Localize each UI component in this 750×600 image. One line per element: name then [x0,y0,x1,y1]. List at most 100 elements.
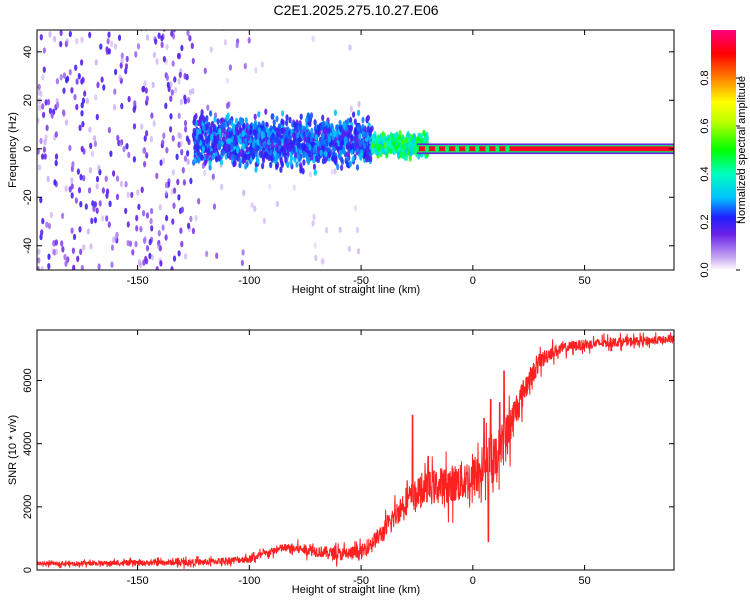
spectrogram-cell [120,102,124,110]
spectrogram-cell [79,201,83,208]
spectrogram-cell [397,152,401,159]
spectrogram-cell [346,155,350,163]
spectrogram-cell [82,175,86,182]
spectrogram-cell [177,112,181,120]
spectrogram-cell [62,72,66,79]
spectrogram-cell [40,229,44,236]
spectrogram-cell [293,132,297,139]
spectrogram-cell [205,250,209,258]
spectrogram-cell [314,254,318,262]
spectrogram-cell [299,162,303,169]
x-tick-label: -150 [127,275,149,287]
spectrogram-cell [200,109,204,116]
spectrogram-cell [72,233,77,241]
spectrogram-cell [154,38,158,45]
spectrogram-cell [124,181,128,188]
spectrogram-cell [80,145,84,153]
spectrogram-cell [145,212,150,219]
spectrogram-cell [349,105,353,112]
spectrogram-cell [288,134,292,141]
spectrogram-cell [137,203,141,211]
spectrogram-node [424,145,430,152]
spectrogram-cell [172,30,176,33]
spectrogram-cell [162,132,166,139]
spectrogram-cell [296,131,300,139]
spectrogram-cell [324,129,328,137]
spectrogram-cell [107,31,111,38]
spectrogram-cell [253,113,257,121]
spectrogram-cell [105,215,109,222]
colorbar-tick-label: 0.8 [699,70,711,85]
spectrogram-cell [363,142,367,149]
spectrogram-cell [55,78,60,85]
x-tick-label: -50 [353,575,369,587]
spectrogram-cell [160,35,164,42]
spectrogram-cell [59,74,63,81]
spectrogram-cell [347,245,351,253]
spectrogram-node [454,145,460,152]
spectrogram-cell [395,131,399,138]
spectrogram-cell [83,90,87,97]
spectrogram-cell [345,143,349,150]
spectrogram-cell [90,217,94,225]
spectrogram-cell [222,136,226,143]
spectrogram-cell [316,140,320,147]
spectrogram-cell [171,135,175,142]
spectrogram-cell [185,135,189,142]
spectrogram-cell [268,183,272,190]
spectrogram-cell [422,137,426,144]
spectrogram-cell [241,249,245,256]
spectrogram-cell [357,101,361,108]
spectrogram-cell [173,76,177,83]
spectrogram-cell [339,149,343,156]
spectrogram-cell [267,139,271,146]
spectrogram-cell [210,134,214,141]
spectrogram-cell [281,145,285,152]
spectrogram-cell [95,113,99,121]
spectrogram-cell [149,136,154,143]
spectrogram-cell [189,177,193,185]
spectrogram-cell [404,148,408,155]
spectrogram-cell [244,163,248,170]
spectrogram-cell [165,147,169,154]
spectrogram-cell [286,126,290,133]
spectrogram-cell [165,43,169,51]
spectrogram-cell [140,186,144,193]
spectrogram-cell [200,134,204,141]
spectrogram-cell [186,96,191,104]
spectrogram-cell [187,222,191,229]
spectrogram-cell [37,148,40,155]
spectrogram-cell [38,98,42,105]
spectrogram-cell [68,144,72,152]
spectrogram-cell [155,172,159,180]
spectrogram-cell [110,40,114,48]
spectrogram-cell [200,154,204,161]
x-tick-label: -50 [353,275,369,287]
spectrogram-cell [313,119,317,126]
snr-x-ticks: -150 -100 -50 0 50 [127,330,591,587]
spectrogram-cell [54,239,59,246]
snr-frame [36,329,675,571]
spectrogram-cell [64,119,69,126]
spectrogram-cell [283,149,287,156]
spectrogram-cell [119,140,123,148]
spectrogram-cell [79,173,83,181]
spectrogram-cell [303,136,307,143]
spectrogram-cell [120,52,124,59]
spectrogram-cell [106,38,110,45]
spectrogram-cell [150,254,155,261]
spectrogram-cell [142,85,146,93]
spectrogram-cell [388,135,392,142]
spectrogram-cell [132,156,136,163]
spectrogram-cell [245,146,249,153]
spectrogram-cell [41,217,45,225]
spectrogram-cell [312,146,317,153]
spectrogram-cell [93,217,97,224]
spectrogram-cell [88,31,92,39]
x-tick-label: 0 [470,575,476,587]
spectrogram-cell [95,175,100,183]
spectrogram-cell [269,154,273,161]
spectrogram-cell [124,63,129,70]
spectrogram-cell [193,130,197,137]
spectrogram-cell [194,214,198,222]
